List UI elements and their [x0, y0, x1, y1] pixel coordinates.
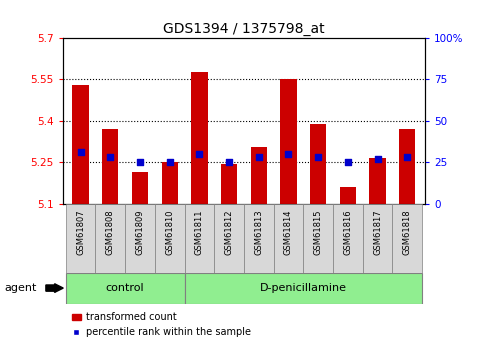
Title: GDS1394 / 1375798_at: GDS1394 / 1375798_at	[163, 21, 325, 36]
Point	[314, 155, 322, 160]
Bar	[66, 273, 185, 304]
Point	[77, 149, 85, 155]
Bar	[399, 129, 415, 204]
Text: D-penicillamine: D-penicillamine	[260, 283, 347, 293]
Bar	[132, 172, 148, 204]
Bar	[155, 204, 185, 273]
Text: GSM61809: GSM61809	[136, 209, 144, 255]
Bar	[280, 79, 297, 204]
Text: GSM61810: GSM61810	[165, 209, 174, 255]
Text: GSM61811: GSM61811	[195, 209, 204, 255]
Bar	[369, 158, 386, 204]
Bar	[96, 204, 125, 273]
Bar	[244, 204, 273, 273]
Point	[196, 151, 203, 157]
Bar	[66, 204, 96, 273]
Point	[344, 159, 352, 165]
Text: GSM61812: GSM61812	[225, 209, 234, 255]
Bar	[310, 124, 327, 204]
Bar	[273, 204, 303, 273]
Bar	[72, 85, 89, 204]
Point	[374, 156, 382, 161]
Text: control: control	[106, 283, 144, 293]
Point	[166, 159, 173, 165]
Bar	[303, 204, 333, 273]
Text: GSM61816: GSM61816	[343, 209, 352, 255]
Point	[225, 159, 233, 165]
Text: GSM61815: GSM61815	[313, 209, 323, 255]
Text: GSM61807: GSM61807	[76, 209, 85, 255]
Text: GSM61818: GSM61818	[403, 209, 412, 255]
Bar	[102, 129, 118, 204]
Point	[106, 155, 114, 160]
Text: GSM61814: GSM61814	[284, 209, 293, 255]
Text: GSM61817: GSM61817	[373, 209, 382, 255]
Point	[136, 159, 144, 165]
Point	[255, 155, 263, 160]
Bar	[340, 187, 356, 204]
Bar	[185, 273, 422, 304]
Bar	[185, 204, 214, 273]
Bar	[363, 204, 392, 273]
Point	[284, 151, 292, 157]
Bar	[221, 164, 237, 204]
Bar	[214, 204, 244, 273]
Text: GSM61808: GSM61808	[106, 209, 115, 255]
Bar	[251, 147, 267, 204]
Text: agent: agent	[5, 283, 37, 293]
Bar	[191, 72, 208, 204]
Point	[403, 155, 411, 160]
Legend: transformed count, percentile rank within the sample: transformed count, percentile rank withi…	[68, 308, 255, 341]
Text: GSM61813: GSM61813	[254, 209, 263, 255]
Bar	[125, 204, 155, 273]
Bar	[333, 204, 363, 273]
Bar	[392, 204, 422, 273]
Bar	[161, 162, 178, 204]
